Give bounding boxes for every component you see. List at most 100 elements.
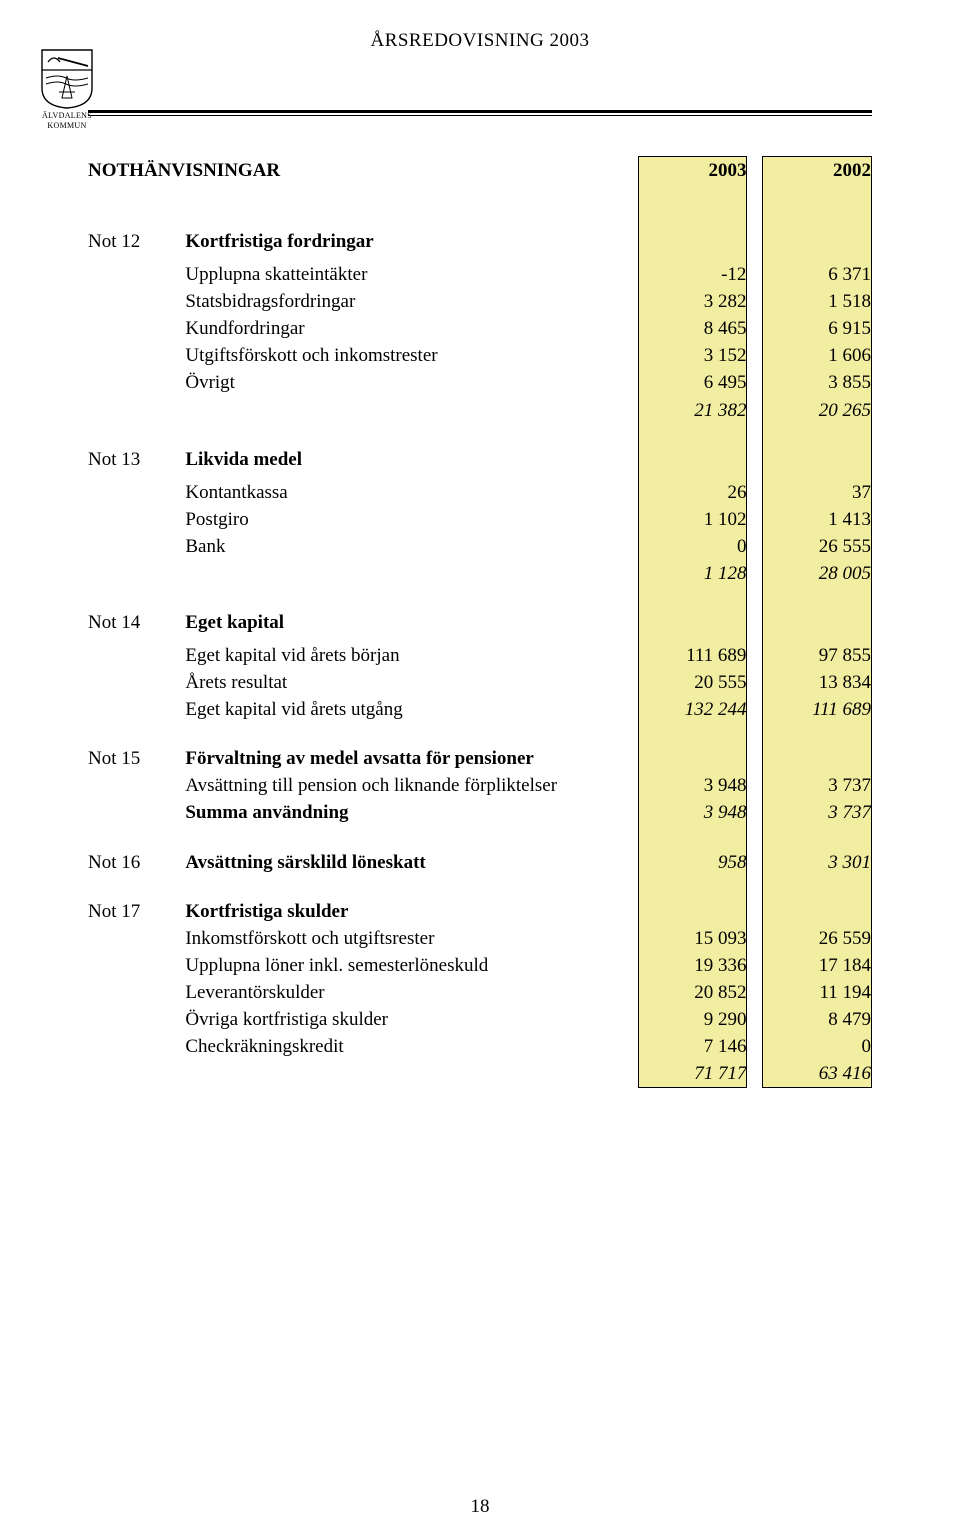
value-2003 [638,446,747,473]
value-2003: 3 948 [638,772,747,799]
value-2003: 0 [638,533,747,560]
municipality-logo: ÄLVDALENS KOMMUN [34,48,100,131]
table-row: Upplupna skatteintäkter-126 371 [88,261,872,288]
page: ÅRSREDOVISNING 2003 ÄLVDALENS KOMMUN NOT… [0,0,960,1540]
value-2002: 20 265 [763,397,872,424]
row-label: Avsättning särsklild löneskatt [185,849,638,876]
table-row: Årets resultat20 555 13 834 [88,669,872,696]
table-row: Bank026 555 [88,533,872,560]
value-2002: 3 737 [763,799,872,826]
note-ref: NOTHÄNVISNINGAR [88,157,638,185]
row-label: Årets resultat [185,669,638,696]
note-ref: Not 12 [88,228,185,255]
value-2003: 26 [638,479,747,506]
value-2003: -12 [638,261,747,288]
table-row [88,587,872,609]
value-2002: 1 518 [763,288,872,315]
shield-icon [40,48,94,110]
row-label: Checkräkningskredit [185,1033,638,1060]
logo-text-2: KOMMUN [34,122,100,130]
note-ref [88,479,185,506]
value-2003: 15 093 [638,925,747,952]
row-label: Likvida medel [185,446,638,473]
note-ref [88,669,185,696]
table-row: Not 13Likvida medel [88,446,872,473]
note-ref [88,288,185,315]
value-2002 [763,446,872,473]
logo-text-1: ÄLVDALENS [34,112,100,120]
row-label: Leverantörskulder [185,979,638,1006]
value-2003 [638,228,747,255]
table-row: Not 12Kortfristiga fordringar [88,228,872,255]
note-ref [88,315,185,342]
table-row: 1 128 28 005 [88,560,872,587]
note-ref [88,1006,185,1033]
note-ref: Not 15 [88,745,185,772]
row-label [185,397,638,424]
note-ref [88,799,185,826]
value-2002: 17 184 [763,952,872,979]
value-2003: 8 465 [638,315,747,342]
value-2002: 111 689 [763,696,872,723]
value-2003: 3 282 [638,288,747,315]
row-label: Bank [185,533,638,560]
row-label: Eget kapital vid årets utgång [185,696,638,723]
row-label: Eget kapital [185,609,638,636]
value-2003: 958 [638,849,747,876]
value-2002 [763,898,872,925]
value-2003: 19 336 [638,952,747,979]
table-row: Kundfordringar8 4656 915 [88,315,872,342]
table-row [88,424,872,446]
page-number: 18 [0,1496,960,1518]
value-2003: 20 852 [638,979,747,1006]
value-2002: 13 834 [763,669,872,696]
note-ref [88,342,185,369]
value-2002: 28 005 [763,560,872,587]
table-row: Inkomstförskott och utgiftsrester15 0932… [88,925,872,952]
value-2003: 21 382 [638,397,747,424]
value-2002 [763,745,872,772]
document-header: ÅRSREDOVISNING 2003 [88,30,872,52]
table-row: 21 382 20 265 [88,397,872,424]
row-label: Statsbidragsfordringar [185,288,638,315]
row-label: Inkomstförskott och utgiftsrester [185,925,638,952]
financial-notes-table: NOTHÄNVISNINGAR20032002Not 12Kortfristig… [88,156,872,1088]
value-2002: 63 416 [763,1060,872,1088]
note-ref [88,952,185,979]
value-2003: 9 290 [638,1006,747,1033]
row-label: Kortfristiga skulder [185,898,638,925]
header-rule [88,110,872,116]
row-label: Kortfristiga fordringar [185,228,638,255]
value-2003: 20 555 [638,669,747,696]
value-2003: 1 128 [638,560,747,587]
table-row: Eget kapital vid årets början111 68997 8… [88,642,872,669]
note-ref [88,506,185,533]
value-2003: 3 948 [638,799,747,826]
row-label: Övrigt [185,369,638,396]
note-ref [88,1060,185,1088]
table-row: Kontantkassa26 37 [88,479,872,506]
value-2002: 3 737 [763,772,872,799]
value-2003: 132 244 [638,696,747,723]
note-ref: Not 13 [88,446,185,473]
value-2002: 37 [763,479,872,506]
row-label: Upplupna löner inkl. semesterlöneskuld [185,952,638,979]
row-label: Summa användning [185,799,638,826]
value-2003: 6 495 [638,369,747,396]
value-2002: 97 855 [763,642,872,669]
table-row [88,876,872,898]
row-label: Förvaltning av medel avsatta för pension… [185,745,638,772]
table-row: Övrigt6 495 3 855 [88,369,872,396]
table-row: Not 14Eget kapital [88,609,872,636]
row-label: Eget kapital vid årets början [185,642,638,669]
table-row: Checkräkningskredit7 1460 [88,1033,872,1060]
table-row: Leverantörskulder20 85211 194 [88,979,872,1006]
value-2002 [763,609,872,636]
table-row: Upplupna löner inkl. semesterlöneskuld19… [88,952,872,979]
value-2003: 2003 [638,157,747,185]
table-row: Summa användning3 948 3 737 [88,799,872,826]
note-ref [88,369,185,396]
value-2002: 3 855 [763,369,872,396]
row-label: Kontantkassa [185,479,638,506]
note-ref [88,261,185,288]
